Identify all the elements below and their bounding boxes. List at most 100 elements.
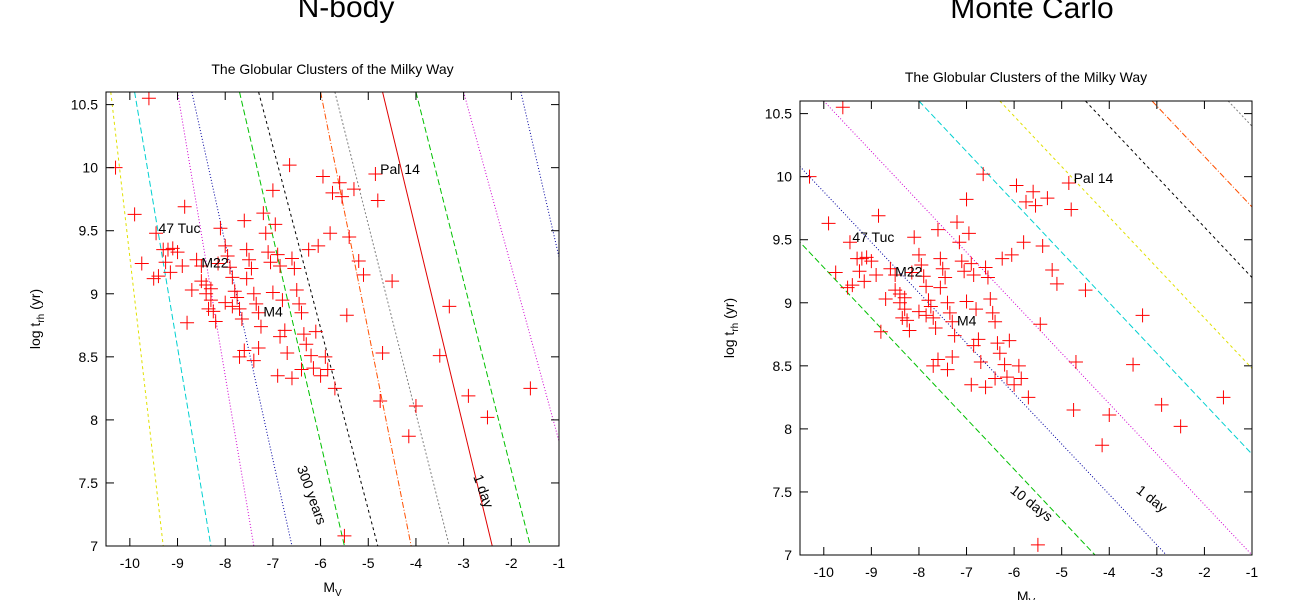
annotation-label: 300 years: [294, 463, 330, 526]
plot-title: The Globular Clusters of the Milky Way: [905, 69, 1147, 85]
contour-line: [569, 92, 674, 546]
data-point: [957, 264, 972, 279]
data-point: [1011, 358, 1026, 373]
data-point: [878, 291, 893, 306]
data-point: [351, 253, 366, 268]
data-point: [930, 222, 945, 237]
y-tick-label: 9: [90, 286, 98, 302]
data-point: [227, 284, 242, 299]
data-point: [947, 328, 962, 343]
data-point: [251, 305, 266, 320]
y-tick-label: 9.5: [773, 232, 793, 248]
data-point: [184, 282, 199, 297]
data-point: [232, 301, 247, 316]
data-point: [938, 270, 953, 285]
data-point: [523, 381, 538, 396]
data-point: [287, 261, 302, 276]
data-point: [911, 304, 926, 319]
data-point: [237, 343, 252, 358]
data-point: [945, 314, 960, 329]
annotation-label: 1 day: [470, 472, 497, 510]
data-point: [1126, 357, 1141, 372]
data-point: [940, 362, 955, 377]
data-point: [1016, 235, 1031, 250]
data-point: [432, 348, 447, 363]
contour-line: [239, 92, 345, 546]
x-tick-label: -5: [1055, 564, 1068, 580]
data-point: [1173, 419, 1188, 434]
data-point: [177, 199, 192, 214]
y-tick-label: 8.5: [79, 349, 99, 365]
data-point: [871, 208, 886, 223]
y-tick-label: 10: [82, 160, 98, 176]
data-point: [284, 251, 299, 266]
data-point: [1216, 390, 1231, 405]
data-point: [966, 338, 981, 353]
data-point: [265, 285, 280, 300]
data-point: [921, 293, 936, 308]
plot-title: The Globular Clusters of the Milky Way: [211, 61, 453, 77]
data-point: [323, 226, 338, 241]
data-point: [935, 261, 950, 276]
data-point: [239, 271, 254, 286]
y-tick-label: 7.5: [79, 475, 99, 491]
contour-line: [258, 92, 379, 546]
data-point: [900, 313, 915, 328]
data-point: [335, 189, 350, 204]
data-point: [992, 346, 1007, 361]
data-point: [294, 362, 309, 377]
data-point: [263, 255, 278, 270]
data-point: [1154, 397, 1169, 412]
data-point: [978, 380, 993, 395]
data-point: [978, 260, 993, 275]
y-tick-label: 8.5: [773, 358, 793, 374]
x-tick-label: -9: [865, 564, 878, 580]
x-tick-label: -5: [362, 555, 375, 571]
data-point: [914, 257, 929, 272]
data-point: [995, 251, 1010, 266]
data-point: [923, 299, 938, 314]
data-point: [327, 381, 342, 396]
data-point: [1021, 390, 1036, 405]
data-point: [976, 167, 991, 182]
y-tick-label: 9: [784, 295, 792, 311]
data-point: [299, 337, 314, 352]
data-point: [225, 270, 240, 285]
data-point: [928, 321, 943, 335]
annotation-label: 47 Tuc: [852, 229, 894, 245]
y-tick-label: 9.5: [79, 223, 99, 239]
data-point: [964, 256, 979, 271]
y-tick-label: 7: [90, 538, 98, 554]
data-point: [835, 101, 850, 115]
data-point: [840, 280, 855, 295]
data-point: [218, 238, 233, 253]
data-point: [828, 265, 843, 280]
data-point: [999, 370, 1014, 385]
data-point: [170, 245, 185, 260]
data-point: [1014, 371, 1029, 386]
contour-line: [382, 92, 493, 546]
data-point: [1019, 194, 1033, 209]
data-point: [180, 315, 195, 330]
data-point: [249, 296, 264, 311]
data-point: [926, 310, 941, 325]
data-point: [258, 226, 273, 241]
x-axis-label: MV: [323, 579, 342, 599]
data-point: [301, 242, 316, 257]
contour-line: [1227, 101, 1252, 127]
data-point: [1026, 184, 1041, 199]
data-point: [907, 230, 922, 245]
data-point: [1030, 537, 1045, 552]
x-tick-label: -7: [960, 564, 973, 580]
data-point: [234, 312, 249, 326]
data-point: [284, 371, 299, 386]
data-point: [988, 371, 1003, 386]
y-tick-label: 7: [784, 547, 792, 563]
data-point: [883, 261, 898, 276]
data-point: [408, 399, 423, 414]
x-tick-label: -1: [553, 555, 566, 571]
data-point: [942, 305, 957, 320]
data-point: [904, 265, 919, 280]
data-point: [980, 270, 995, 285]
data-point: [294, 305, 309, 320]
